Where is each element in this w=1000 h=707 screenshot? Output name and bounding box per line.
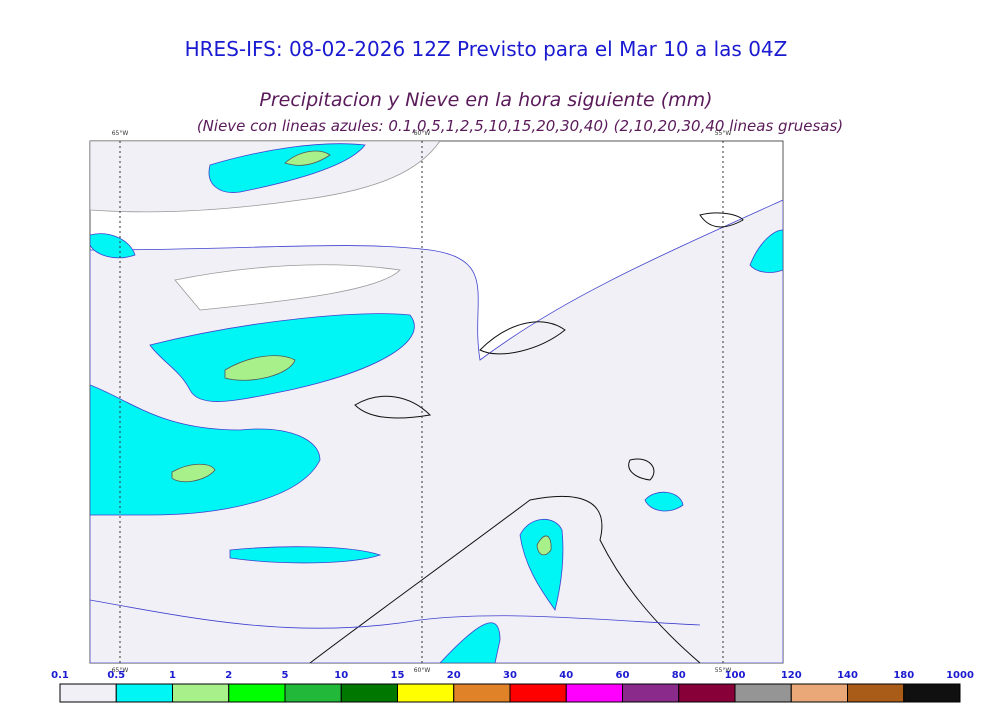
- colorbar-swatch: [509, 683, 567, 703]
- colorbar-label: 15: [391, 670, 405, 681]
- colorbar-label: 140: [837, 670, 858, 681]
- colorbar-label: 180: [893, 670, 914, 681]
- colorbar-swatch: [622, 683, 680, 703]
- colorbar-swatch: [172, 683, 230, 703]
- colorbar-swatch: [453, 683, 511, 703]
- longitude-label: 65°W: [112, 667, 129, 674]
- colorbar-swatch: [115, 683, 173, 703]
- colorbar-label: 60: [616, 670, 630, 681]
- colorbar-swatch: [340, 683, 398, 703]
- colorbar-label: 1000: [946, 670, 974, 681]
- colorbar-label: 100: [725, 670, 746, 681]
- colorbar-label: 30: [503, 670, 517, 681]
- longitude-label: 65°W: [112, 130, 129, 137]
- colorbar-label: 20: [447, 670, 461, 681]
- map: 65°W 60°W 55°W 65°W 60°W 55°W: [89, 130, 784, 674]
- title: HRES-IFS: 08-02-2026 12Z Previsto para e…: [185, 37, 788, 61]
- colorbar-swatch: [790, 683, 848, 703]
- colorbar-label: 2: [225, 670, 232, 681]
- longitude-label: 55°W: [715, 667, 732, 674]
- colorbar-swatch: [284, 683, 342, 703]
- colorbar-label: 5: [282, 670, 289, 681]
- colorbar-swatch: [565, 683, 623, 703]
- colorbar-label: 120: [781, 670, 802, 681]
- colorbar-swatch: [903, 683, 961, 703]
- colorbar-swatch: [397, 683, 455, 703]
- colorbar-label: 0.1: [51, 670, 69, 681]
- colorbar-label: 1: [169, 670, 176, 681]
- subtitle: Precipitacion y Nieve en la hora siguien…: [259, 89, 712, 111]
- colorbar-swatch: [734, 683, 792, 703]
- colorbar-swatch: [59, 683, 117, 703]
- longitude-label: 60°W: [414, 667, 431, 674]
- note: (Nieve con lineas azules: 0.1,0.5,1,2,5,…: [197, 117, 843, 135]
- longitude-label: 60°W: [414, 130, 431, 137]
- colorbar-label: 0.5: [107, 670, 125, 681]
- longitude-label: 55°W: [715, 130, 732, 137]
- colorbar: 0.1 0.5 1 2 5 10 15 20 30 40 60 80 100 120 140 180 1000: [51, 670, 974, 703]
- colorbar-swatch: [847, 683, 905, 703]
- colorbar-swatch: [678, 683, 736, 703]
- colorbar-swatch: [228, 683, 286, 703]
- colorbar-label: 40: [559, 670, 573, 681]
- colorbar-label: 80: [672, 670, 686, 681]
- colorbar-label: 10: [334, 670, 348, 681]
